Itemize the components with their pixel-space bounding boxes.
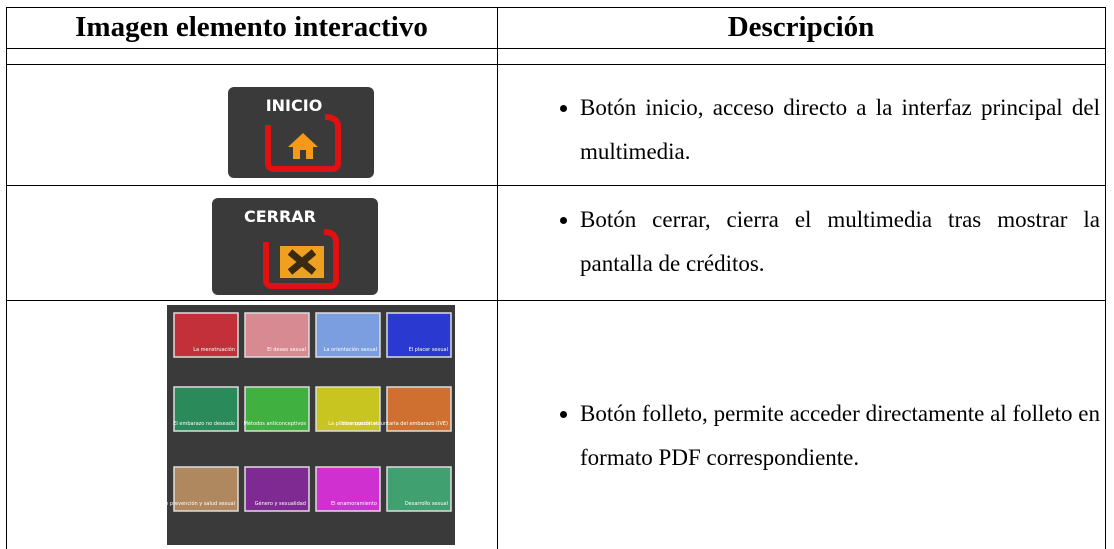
- brochure-swatch[interactable]: [386, 466, 452, 512]
- brochure-swatch[interactable]: [173, 466, 239, 512]
- description-text: Botón folleto, permite acceder directame…: [580, 392, 1100, 480]
- swatch-label: Interrupción voluntaria del embarazo (IV…: [341, 420, 448, 427]
- swatch-label: El placer sexual: [409, 347, 448, 353]
- brochure-swatch[interactable]: [244, 466, 310, 512]
- header-cell: Imagen elemento interactivo: [75, 11, 428, 43]
- description-text: Botón cerrar, cierra el multimedia tras …: [580, 198, 1100, 286]
- swatch-label: Género y sexualidad: [255, 500, 306, 507]
- button-label: CERRAR: [244, 207, 316, 226]
- table-border: [6, 64, 1106, 65]
- brochure-swatch[interactable]: [315, 312, 381, 358]
- swatch-label: Métodos anticonceptivos: [244, 420, 307, 427]
- brochure-swatch[interactable]: [315, 386, 381, 432]
- table-border: [6, 48, 1106, 49]
- description: Botón inicio, acceso directo a la interf…: [540, 86, 1100, 174]
- button-label: INICIO: [266, 96, 323, 115]
- brochure-swatch[interactable]: [173, 312, 239, 358]
- swatch-label: La menstruación: [193, 346, 235, 353]
- table-border: [1105, 7, 1106, 549]
- brochure-swatch[interactable]: [315, 466, 381, 512]
- close-button-image: CERRAR: [212, 198, 378, 295]
- description-text: Botón inicio, acceso directo a la interf…: [580, 86, 1100, 174]
- swatch-label: El enamoramiento: [331, 501, 377, 507]
- swatch-label: Los métodos de prevención y salud sexual: [167, 500, 235, 507]
- swatch-label: La píldora poscoital: [328, 420, 377, 427]
- brochure-swatch[interactable]: [244, 386, 310, 432]
- brochure-button-image: La menstruación El deseo sexual La orienta…: [167, 305, 455, 545]
- description: Botón cerrar, cierra el multimedia tras …: [540, 198, 1100, 286]
- home-button-image: INICIO: [228, 87, 374, 178]
- swatch-label: Desarrollo sexual: [405, 501, 448, 507]
- table-border: [6, 185, 1106, 186]
- description: Botón folleto, permite acceder directame…: [540, 392, 1100, 480]
- swatch-label: El deseo sexual: [267, 347, 306, 353]
- header-cell: Descripción: [727, 11, 875, 43]
- brochure-swatch[interactable]: [386, 312, 452, 358]
- swatch-label: La orientación sexual: [324, 346, 377, 353]
- brochure-swatch[interactable]: [244, 312, 310, 358]
- brochure-swatch[interactable]: [173, 386, 239, 432]
- swatch-label: El embarazo no deseado: [173, 421, 235, 427]
- table-border: [6, 7, 7, 549]
- table-border: [497, 7, 498, 549]
- table-border: [6, 300, 1106, 301]
- table-border: [6, 7, 1106, 8]
- brochure-swatch[interactable]: [386, 386, 452, 432]
